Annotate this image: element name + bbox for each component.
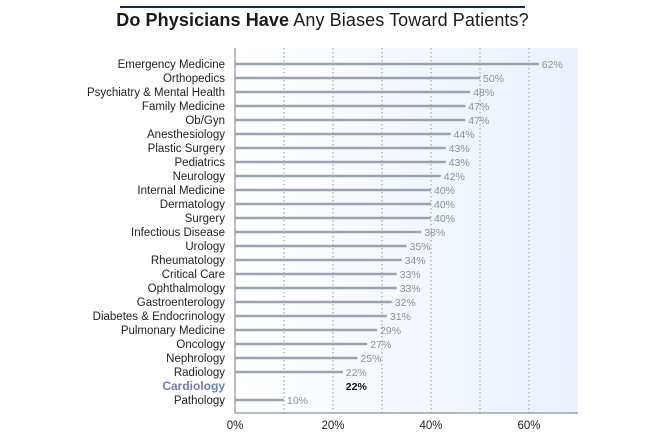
category-label: Pediatrics	[175, 157, 226, 169]
category-label: Anesthesiology	[147, 129, 225, 141]
category-label: Radiology	[174, 367, 225, 379]
category-label: Emergency Medicine	[118, 59, 225, 71]
value-label: 10%	[287, 395, 308, 407]
chart-title-bold: Do Physicians Have	[116, 10, 290, 30]
value-label: 33%	[400, 269, 421, 281]
value-label: 40%	[434, 199, 455, 211]
value-label: 47%	[468, 115, 489, 127]
x-tick-label: 40%	[419, 420, 442, 432]
category-label: Neurology	[173, 171, 226, 183]
category-label: Infectious Disease	[131, 227, 225, 239]
x-tick-label: 60%	[517, 420, 540, 432]
category-label: Plastic Surgery	[148, 143, 226, 155]
x-tick-label: 20%	[321, 420, 344, 432]
value-label: 22%	[346, 381, 368, 393]
value-label: 29%	[380, 325, 401, 337]
value-label: 35%	[410, 241, 431, 253]
category-label: Pulmonary Medicine	[121, 325, 225, 337]
value-label: 48%	[473, 87, 494, 99]
value-label: 40%	[434, 213, 455, 225]
value-label: 50%	[483, 73, 504, 85]
category-label: Psychiatry & Mental Health	[87, 87, 225, 99]
category-label: Diabetes & Endocrinology	[93, 311, 226, 323]
value-label: 33%	[400, 283, 421, 295]
category-label: Orthopedics	[163, 73, 225, 85]
category-label: Pathology	[174, 395, 225, 407]
category-label: Internal Medicine	[137, 185, 225, 197]
x-tick-label: 0%	[227, 420, 244, 432]
value-label: 34%	[405, 255, 426, 267]
category-label: Surgery	[185, 213, 226, 225]
category-label: Nephrology	[166, 353, 225, 365]
category-label: Oncology	[176, 339, 225, 351]
title-rule	[120, 6, 525, 8]
value-label: 27%	[370, 339, 391, 351]
value-label: 40%	[434, 185, 455, 197]
category-label: Family Medicine	[142, 101, 225, 113]
category-label: Ob/Gyn	[185, 115, 225, 127]
value-label: 25%	[361, 353, 382, 365]
chart-title: Do Physicians Have Any Biases Toward Pat…	[0, 10, 645, 31]
plot-background	[235, 48, 578, 413]
value-label: 43%	[449, 157, 470, 169]
value-label: 62%	[542, 59, 563, 71]
value-label: 43%	[449, 143, 470, 155]
chart-title-rest: Any Biases Toward Patients?	[289, 10, 529, 30]
category-label: Critical Care	[162, 269, 225, 281]
value-label: 38%	[424, 227, 445, 239]
value-label: 32%	[395, 297, 416, 309]
value-label: 42%	[444, 171, 465, 183]
category-label: Dermatology	[160, 199, 225, 211]
category-label: Gastroenterology	[137, 297, 225, 309]
value-label: 47%	[468, 101, 489, 113]
category-label: Cardiology	[162, 379, 225, 393]
category-label: Ophthalmology	[148, 283, 226, 295]
category-label: Urology	[185, 241, 225, 253]
value-label: 22%	[346, 367, 367, 379]
category-label: Rheumatology	[151, 255, 225, 267]
value-label: 44%	[454, 129, 475, 141]
value-label: 31%	[390, 311, 411, 323]
